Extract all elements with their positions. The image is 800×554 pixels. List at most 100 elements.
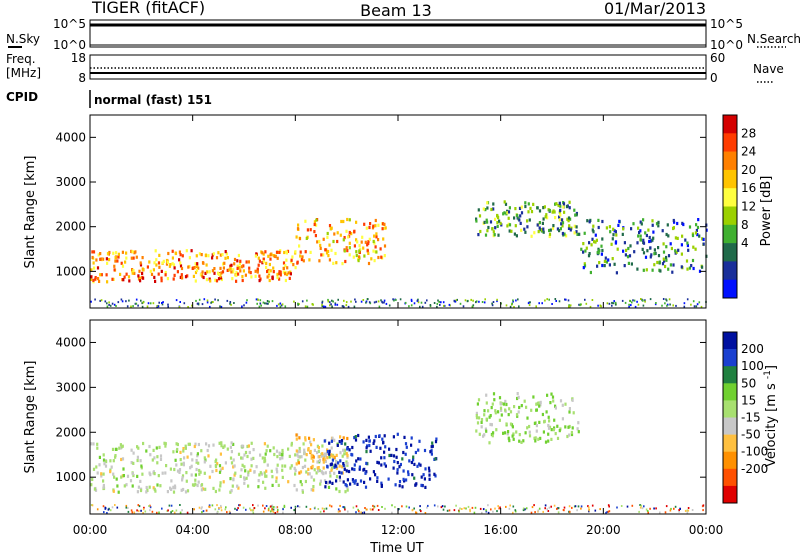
range-gate-cell [483, 409, 486, 413]
noise-cell [696, 303, 699, 306]
range-gate-cell [241, 456, 244, 460]
range-gate-cell [343, 464, 347, 468]
range-gate-cell [205, 442, 208, 446]
x-tick-label: 16:00 [483, 523, 518, 537]
noise-cell [365, 301, 367, 304]
noise-cell [411, 509, 414, 512]
range-gate-cell [310, 453, 313, 457]
range-gate-cell [232, 270, 235, 274]
noise-cell [628, 305, 630, 308]
range-gate-cell [244, 450, 248, 455]
range-gate-cell [429, 450, 432, 454]
range-gate-cell [258, 473, 261, 477]
noise-cell [640, 298, 642, 300]
noise-cell [378, 305, 381, 308]
range-gate-cell [285, 258, 288, 262]
noise-cell [429, 304, 432, 306]
range-gate-cell [384, 226, 387, 230]
noise-cell [237, 507, 239, 510]
range-gate-cell [226, 447, 229, 451]
velocity-unit-superscript: -1 [763, 370, 773, 379]
range-gate-cell [650, 253, 653, 257]
range-gate-cell [495, 428, 498, 432]
range-gate-cell [370, 257, 373, 261]
range-gate-cell [418, 462, 421, 466]
range-gate-cell [299, 480, 302, 484]
noise-cell [459, 302, 462, 305]
range-gate-cell [292, 263, 295, 267]
range-gate-cell [136, 458, 139, 463]
range-gate-cell [93, 487, 96, 491]
range-gate-cell [223, 444, 226, 448]
range-gate-cell [224, 250, 227, 254]
range-gate-cell [205, 278, 208, 282]
noise-cell [442, 508, 445, 511]
range-gate-cell [567, 226, 571, 230]
range-gate-cell [104, 464, 108, 468]
range-gate-cell [322, 453, 325, 457]
range-gate-cell [601, 237, 604, 241]
velocity-unit-close: ] [764, 365, 779, 370]
range-gate-cell [504, 408, 507, 412]
noise-cell [147, 302, 150, 305]
range-gate-cell [547, 423, 550, 428]
range-gate-cell [552, 399, 555, 403]
range-gate-cell [194, 473, 197, 477]
range-gate-cell [145, 449, 148, 453]
range-gate-cell [630, 227, 633, 231]
noise-cell [217, 299, 219, 302]
noise-cell [548, 298, 550, 301]
range-gate-cell [208, 277, 211, 281]
noise-cell [334, 303, 337, 306]
range-gate-cell [231, 277, 234, 281]
range-gate-cell [488, 441, 491, 445]
range-gate-cell [594, 233, 597, 237]
noise-cell [162, 301, 164, 304]
range-gate-cell [545, 213, 548, 217]
range-gate-cell [613, 262, 616, 266]
range-gate-cell [686, 241, 689, 245]
range-gate-cell [598, 249, 601, 253]
range-gate-cell [153, 275, 156, 279]
range-gate-cell [523, 399, 526, 403]
noise-cell [392, 298, 394, 301]
range-gate-cell [338, 475, 341, 479]
range-gate-cell [304, 438, 307, 442]
range-gate-cell [145, 485, 148, 490]
range-gate-cell [162, 259, 165, 263]
noise-cell [496, 300, 498, 303]
noise-cell [279, 305, 282, 308]
range-gate-cell [639, 229, 642, 233]
x-tick-label: 00:00 [689, 523, 724, 537]
range-gate-cell [547, 432, 550, 436]
noise-cell [642, 304, 645, 307]
range-gate-cell [662, 257, 665, 261]
range-gate-cell [318, 458, 321, 463]
noise-cell [260, 304, 262, 307]
range-gate-cell [434, 440, 438, 444]
noise-cell [437, 299, 439, 302]
range-gate-cell [642, 241, 646, 245]
range-gate-cell [284, 464, 287, 468]
noise-cell [358, 512, 360, 514]
range-gate-cell [475, 411, 478, 415]
range-gate-cell [114, 256, 117, 260]
y-tick-label: 3000 [55, 380, 86, 394]
range-gate-cell [333, 455, 336, 460]
range-gate-cell [608, 263, 611, 267]
range-gate-cell [670, 246, 673, 251]
noise-cell [271, 508, 273, 511]
range-gate-cell [611, 237, 614, 241]
range-gate-cell [582, 242, 585, 246]
range-gate-cell [588, 241, 591, 245]
range-gate-cell [241, 278, 244, 283]
range-gate-cell [325, 480, 328, 485]
range-gate-cell [649, 246, 652, 250]
range-gate-cell [482, 207, 485, 211]
range-gate-cell [307, 447, 310, 451]
range-gate-cell [512, 437, 515, 441]
range-gate-cell [100, 474, 103, 478]
noise-cell [337, 298, 339, 301]
velocity-colorbar-label-text: Velocity [m s [764, 383, 779, 467]
range-gate-cell [568, 433, 571, 437]
